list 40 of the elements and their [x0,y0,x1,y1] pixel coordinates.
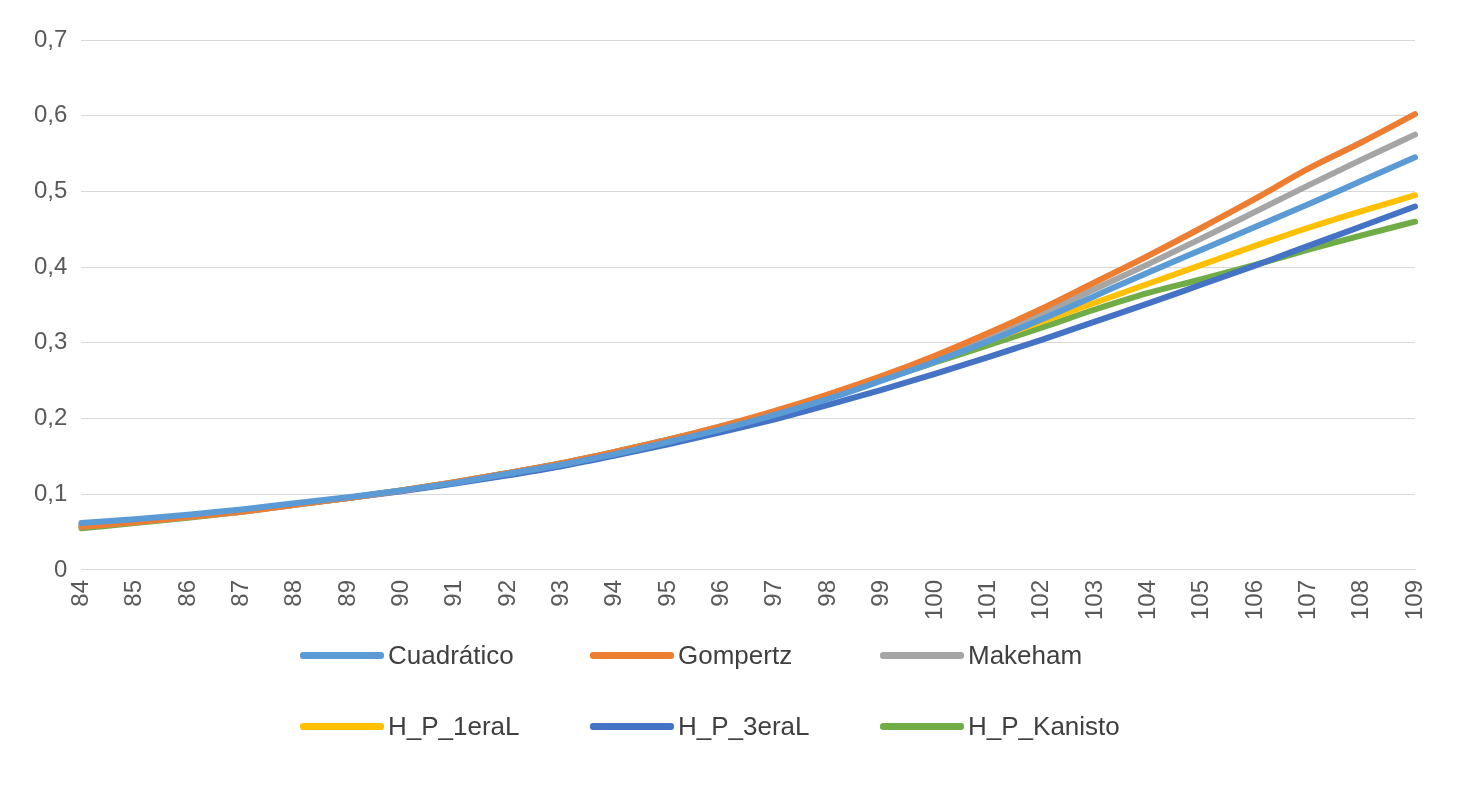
x-tick-label: 104 [1132,579,1160,620]
x-tick-label: 107 [1292,579,1320,620]
y-tick-label: 0,7 [33,24,68,52]
legend-label: H_P_1eraL [388,711,520,742]
x-tick-label: 90 [386,579,414,607]
x-tick-label: 105 [1186,579,1214,620]
x-tick-label: 95 [652,579,680,607]
legend-label: Gompertz [678,640,793,671]
x-tick-label: 106 [1239,579,1267,620]
x-tick-label: 99 [866,579,894,607]
y-tick-label: 0,5 [33,176,68,204]
x-tick-label: 86 [172,579,200,607]
x-tick-label: 108 [1346,579,1374,620]
y-tick-label: 0,1 [33,478,68,506]
y-tick-label: 0,3 [33,327,68,355]
x-tick-label: 103 [1079,579,1107,620]
y-tick-label: 0,4 [33,251,68,279]
y-tick-label: 0,2 [33,403,68,431]
legend-label: Makeham [968,640,1083,671]
x-tick-label: 93 [546,579,574,607]
x-tick-label: 94 [599,579,627,607]
x-tick-label: 92 [492,579,520,607]
x-tick-label: 97 [759,579,787,607]
x-tick-label: 84 [65,579,93,607]
x-tick-label: 98 [812,579,840,607]
x-tick-label: 91 [439,579,467,607]
x-tick-label: 101 [972,579,1000,620]
x-tick-label: 85 [119,579,147,607]
x-tick-label: 100 [919,579,947,620]
x-tick-label: 96 [706,579,734,607]
legend-label: H_P_3eraL [678,711,810,742]
legend-label: H_P_Kanisto [968,711,1120,742]
x-tick-label: 89 [332,579,360,607]
x-tick-label: 88 [279,579,307,607]
x-tick-label: 87 [226,579,254,607]
x-tick-label: 109 [1399,579,1427,620]
y-tick-label: 0 [54,554,68,582]
x-tick-label: 102 [1026,579,1054,620]
y-tick-label: 0,6 [33,100,68,128]
legend-label: Cuadrático [388,640,514,671]
